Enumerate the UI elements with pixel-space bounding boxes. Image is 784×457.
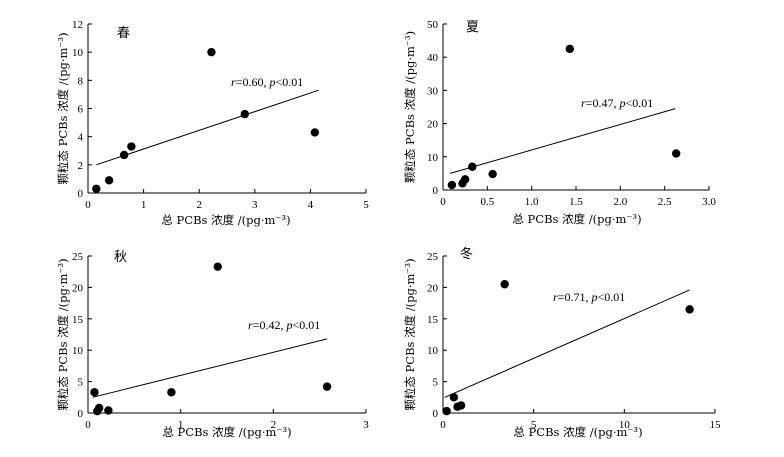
y-tick-label: 15: [72, 314, 84, 326]
x-tick-label: 0.5: [480, 196, 494, 208]
data-point: [322, 382, 332, 391]
correlation-annotation: r=0.60, p<0.01: [231, 75, 303, 89]
data-point: [468, 162, 477, 171]
data-point: [685, 305, 694, 314]
season-label: 冬: [460, 246, 473, 262]
data-point: [488, 169, 497, 179]
panel-1: 0 0.5 1.0 1.5 2.0 2.5 3.0 0 10 20 30 40 50 夏总 PCBs 浓度…: [403, 19, 716, 226]
data-point: [167, 388, 176, 397]
data-point: [500, 280, 509, 289]
y-tick-label: 10: [427, 152, 439, 164]
data-point: [94, 403, 104, 413]
y-tick-label: 12: [72, 19, 83, 31]
x-tick-label: 0: [85, 419, 91, 431]
panel-2: 0 1 2 3 0 5 10 15 20 25 秋总 PCBs 浓度 /(pg·m⁻³) 颗粒态 PC…: [56, 250, 369, 439]
data-point: [104, 406, 113, 415]
x-tick-label: 3: [252, 199, 258, 211]
panel-3: 0 5 10 15 0 5 10 15 20 25 冬总 PCBs 浓度 /(pg·m⁻³) 颗粒态 …: [403, 246, 721, 439]
x-axis-title: 总 PCBs 浓度 /(pg·m⁻³): [161, 213, 290, 227]
season-label: 春: [117, 26, 130, 41]
y-tick-label: 10: [72, 47, 84, 59]
data-point: [442, 406, 451, 416]
x-tick-label: 4: [308, 199, 314, 211]
x-tick-label: 2: [196, 199, 202, 211]
y-tick-label: 0: [433, 185, 439, 197]
y-axis-title: 颗粒态 PCBs 浓度 /(pg·m⁻³): [403, 258, 417, 410]
data-point: [207, 47, 216, 57]
regression-line: [96, 89, 319, 166]
data-point: [213, 262, 222, 271]
data-point: [310, 128, 320, 137]
data-point: [92, 184, 101, 193]
y-tick-label: 15: [427, 314, 439, 326]
x-tick-label: 2: [271, 419, 277, 431]
x-tick-label: 3.0: [702, 196, 716, 208]
y-axis-title: 颗粒态 PCBs 浓度 /(pg·m⁻³): [403, 31, 417, 183]
x-axis-title: 总 PCBs 浓度 /(pg·m⁻³): [162, 425, 291, 439]
y-axis-title: 颗粒态 PCBs 浓度 /(pg·m⁻³): [56, 258, 70, 410]
season-label: 秋: [114, 250, 127, 265]
correlation-annotation: r=0.42, p<0.01: [248, 318, 320, 332]
data-point: [104, 176, 114, 185]
x-tick-label: 0: [85, 199, 91, 211]
x-tick-label: 1: [141, 199, 147, 211]
regression-line: [449, 108, 676, 174]
y-tick-label: 25: [72, 251, 84, 263]
x-tick-label: 1.5: [569, 196, 583, 208]
y-tick-label: 5: [78, 377, 84, 389]
season-label: 夏: [466, 20, 479, 35]
y-tick-label: 20: [72, 282, 84, 294]
y-tick-label: 10: [72, 345, 84, 357]
y-tick-label: 40: [427, 52, 439, 64]
x-tick-label: 1: [178, 419, 184, 431]
x-tick-label: 0: [440, 196, 446, 208]
regression-line: [92, 338, 328, 398]
data-point: [449, 393, 459, 402]
correlation-annotation: r=0.71, p<0.01: [553, 290, 625, 304]
correlation-annotation: r=0.47, p<0.01: [581, 96, 653, 110]
y-tick-label: 50: [427, 19, 439, 31]
y-tick-label: 25: [427, 251, 439, 263]
regression-line: [444, 289, 690, 398]
y-tick-label: 0: [433, 408, 439, 420]
x-tick-label: 2.5: [658, 196, 672, 208]
y-axis-title: 颗粒态 PCBs 浓度 /(pg·m⁻³): [56, 32, 70, 184]
y-tick-label: 30: [427, 85, 439, 97]
data-point: [565, 44, 574, 54]
data-point: [127, 142, 136, 151]
x-tick-label: 15: [710, 419, 722, 431]
y-tick-label: 2: [78, 160, 84, 172]
x-tick-label: 5: [363, 199, 369, 211]
y-tick-label: 10: [427, 345, 439, 357]
data-point: [671, 149, 681, 158]
x-axis-title: 总 PCBs 浓度 /(pg·m⁻³): [512, 212, 641, 226]
x-tick-label: 5: [531, 419, 537, 431]
x-tick-label: 3: [363, 419, 369, 431]
y-tick-label: 0: [78, 408, 84, 420]
x-tick-label: 10: [619, 419, 631, 431]
data-point: [447, 180, 457, 190]
x-tick-label: 0: [440, 419, 446, 431]
x-tick-label: 2.0: [613, 196, 627, 208]
data-point: [240, 109, 249, 119]
data-point: [119, 150, 129, 160]
y-tick-label: 5: [433, 377, 439, 389]
y-tick-label: 6: [78, 104, 84, 116]
data-point: [456, 401, 466, 410]
x-axis-title: 总 PCBs 浓度 /(pg·m⁻³): [513, 425, 642, 439]
data-point: [90, 388, 99, 397]
y-tick-label: 20: [427, 119, 439, 131]
y-tick-label: 8: [78, 75, 84, 87]
y-tick-label: 4: [78, 132, 84, 144]
y-tick-label: 0: [78, 188, 84, 200]
data-point: [460, 175, 470, 184]
y-tick-label: 20: [427, 282, 439, 294]
x-tick-label: 1.0: [525, 196, 539, 208]
